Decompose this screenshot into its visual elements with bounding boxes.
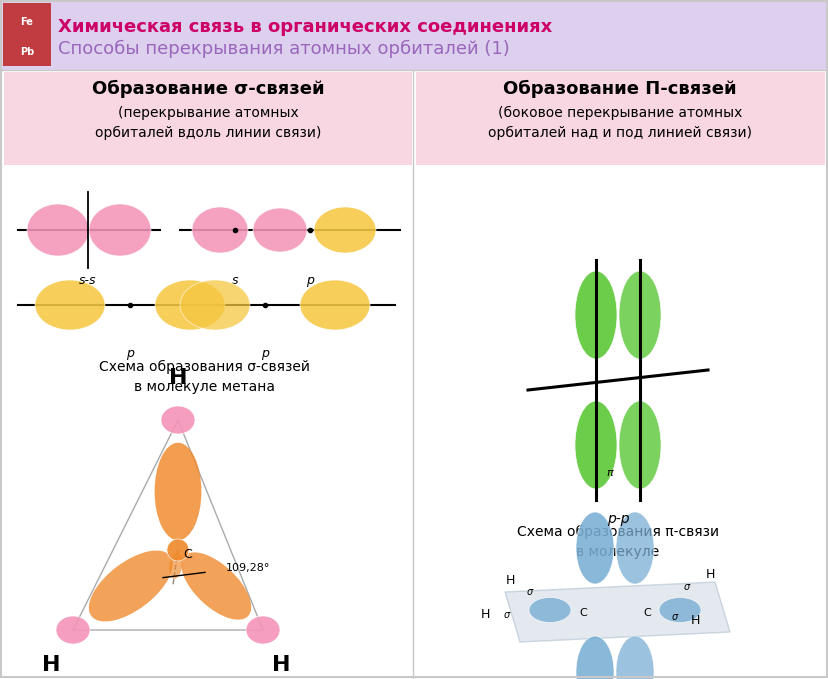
Text: H: H (705, 568, 714, 581)
Ellipse shape (35, 280, 105, 330)
Ellipse shape (89, 204, 151, 256)
Text: H: H (505, 574, 514, 587)
Ellipse shape (575, 636, 614, 679)
Ellipse shape (154, 443, 201, 540)
Text: H: H (479, 608, 489, 621)
FancyBboxPatch shape (0, 70, 828, 679)
Text: H: H (690, 614, 699, 627)
Ellipse shape (180, 280, 250, 330)
Ellipse shape (155, 280, 224, 330)
Ellipse shape (169, 553, 182, 579)
Ellipse shape (619, 401, 660, 489)
Text: s: s (232, 274, 238, 287)
Ellipse shape (575, 401, 616, 489)
Ellipse shape (658, 598, 700, 623)
Ellipse shape (528, 598, 570, 623)
Text: σ: σ (527, 587, 532, 597)
Text: σ: σ (683, 582, 689, 592)
Text: Схема образования π-связи
в молекуле: Схема образования π-связи в молекуле (517, 525, 718, 559)
Text: C: C (643, 608, 650, 618)
Ellipse shape (253, 208, 306, 252)
Ellipse shape (27, 204, 89, 256)
FancyBboxPatch shape (4, 72, 412, 165)
Ellipse shape (615, 636, 653, 679)
FancyBboxPatch shape (416, 72, 824, 165)
Text: p: p (126, 347, 134, 360)
Text: Способы перекрывания атомных орбиталей (1): Способы перекрывания атомных орбиталей (… (58, 40, 509, 58)
Ellipse shape (314, 207, 376, 253)
FancyBboxPatch shape (3, 3, 51, 66)
Text: Образование Π-связей: Образование Π-связей (503, 80, 736, 98)
Ellipse shape (181, 552, 251, 620)
Text: σ: σ (672, 612, 677, 622)
Text: p-p: p-p (606, 512, 628, 526)
Ellipse shape (89, 551, 172, 621)
Text: π: π (606, 468, 613, 478)
Text: (перекрывание атомных
орбиталей вдоль линии связи): (перекрывание атомных орбиталей вдоль ли… (94, 106, 320, 140)
Ellipse shape (300, 280, 369, 330)
Ellipse shape (56, 616, 90, 644)
Text: s-s: s-s (79, 274, 97, 287)
Text: Схема образования σ-связей
в молекуле метана: Схема образования σ-связей в молекуле ме… (99, 360, 310, 394)
Text: Образование σ-связей: Образование σ-связей (92, 80, 324, 98)
Text: C: C (184, 547, 192, 560)
Ellipse shape (246, 616, 280, 644)
Ellipse shape (619, 271, 660, 359)
Text: H: H (169, 368, 187, 388)
Text: p: p (261, 347, 268, 360)
Ellipse shape (575, 271, 616, 359)
Ellipse shape (615, 512, 653, 584)
Text: Pb: Pb (20, 47, 34, 57)
Ellipse shape (166, 539, 189, 561)
Polygon shape (504, 582, 729, 642)
Text: H: H (41, 655, 60, 675)
FancyBboxPatch shape (0, 0, 828, 70)
Ellipse shape (575, 512, 614, 584)
Text: σ: σ (503, 610, 509, 620)
Text: Химическая связь в органических соединениях: Химическая связь в органических соединен… (58, 18, 551, 36)
Text: (боковое перекрывание атомных
орбиталей над и под линией связи): (боковое перекрывание атомных орбиталей … (488, 106, 751, 140)
Text: Fe: Fe (21, 17, 33, 27)
Ellipse shape (192, 207, 248, 253)
Text: 109,28°: 109,28° (226, 563, 270, 573)
Text: H: H (272, 655, 290, 675)
Text: C: C (579, 608, 586, 618)
Ellipse shape (161, 406, 195, 434)
Text: p: p (306, 274, 314, 287)
